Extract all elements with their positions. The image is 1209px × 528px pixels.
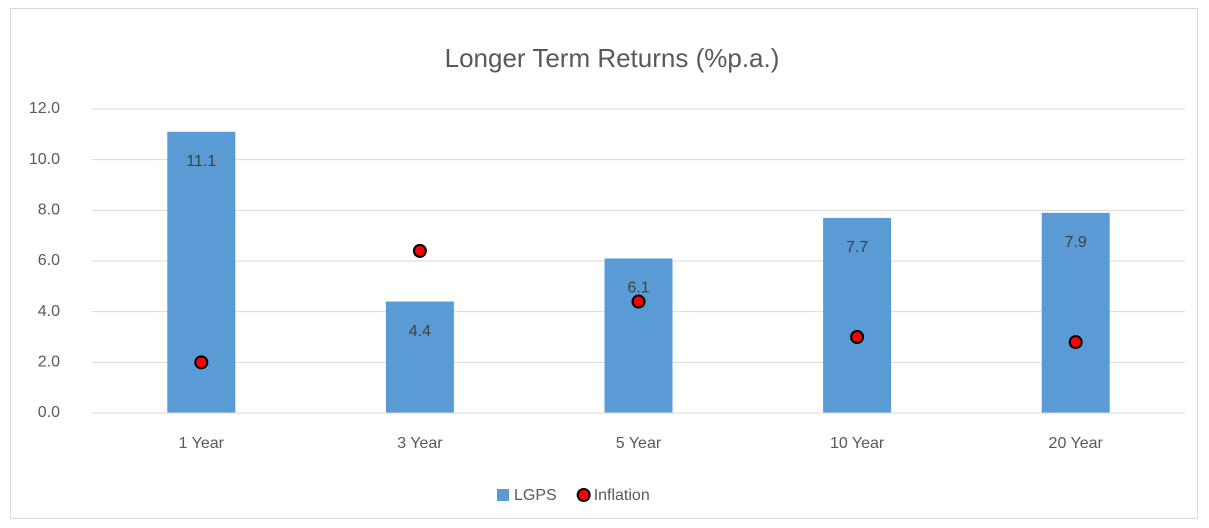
marker [194,355,209,370]
x-tick-label: 10 Year [830,435,885,452]
legend-label: Inflation [594,487,650,504]
x-tick-label: 5 Year [616,435,662,452]
marker [631,294,646,309]
marker [850,330,865,344]
marker [412,243,427,258]
x-tick-label: 3 Year [397,435,443,452]
data-label: 7.9 [1065,234,1087,251]
bar [604,258,673,413]
bar [1041,212,1110,413]
x-tick-label: 1 Year [179,435,225,452]
data-label: 4.4 [409,323,431,340]
chart-title: Longer Term Returns (%p.a.) [445,43,780,73]
y-tick-label: 12.0 [29,100,60,117]
y-tick-label: 6.0 [38,252,60,269]
y-tick-label: 0.0 [38,404,60,421]
data-label: 7.7 [846,239,868,256]
y-tick-label: 2.0 [38,354,60,371]
marker [1068,335,1083,350]
bar [167,131,236,414]
legend-swatch [497,489,509,501]
bar [385,301,454,413]
legend-label: LGPS [514,487,557,504]
y-tick-label: 10.0 [29,151,60,168]
bar [823,217,892,413]
x-tick-label: 20 Year [1049,435,1104,452]
legend-swatch [576,488,591,502]
data-label: 6.1 [627,280,649,297]
data-label: 11.1 [186,153,216,170]
y-tick-label: 4.0 [38,303,60,320]
y-tick-label: 8.0 [38,202,60,219]
